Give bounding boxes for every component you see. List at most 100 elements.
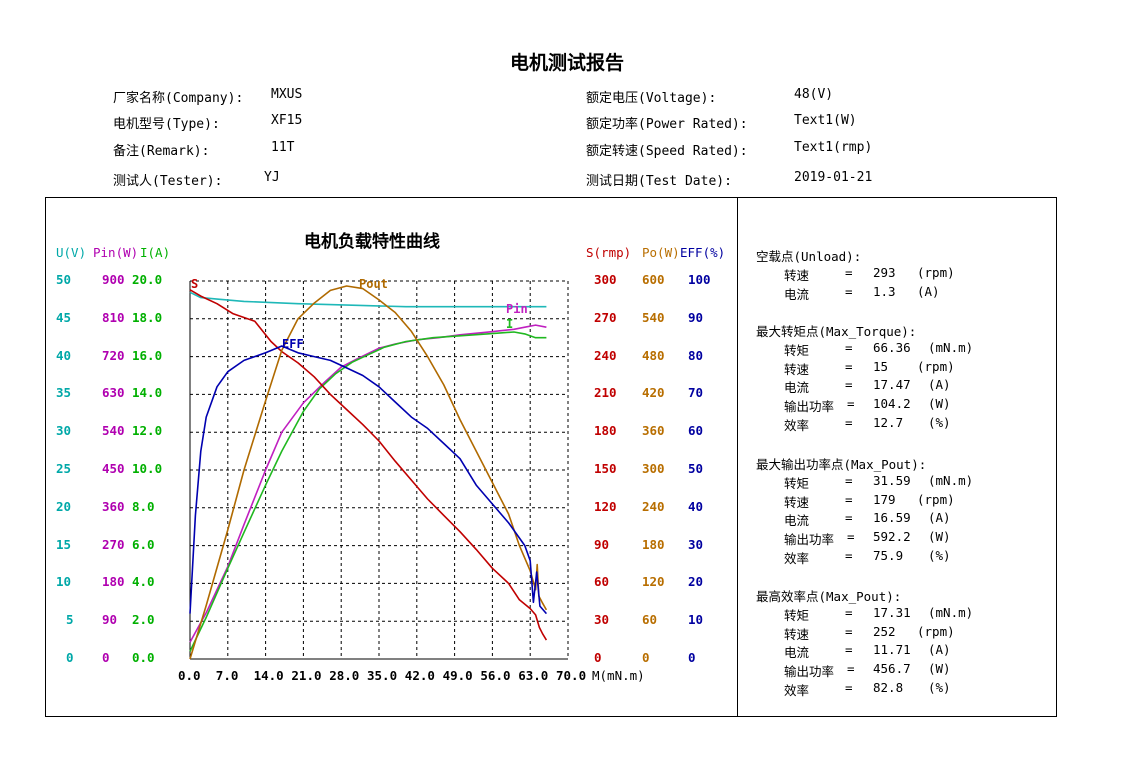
right-axis-2-tick: 10 [688,612,704,628]
summary-max-torque-row-unit: (%) [928,415,951,430]
left-axis-0-tick: 50 [56,272,72,287]
summary-max-eff-row-unit: (W) [928,661,951,677]
right-axis-0-tick: 210 [594,385,617,401]
x-axis-tick: 35.0 [367,668,398,683]
left-axis-0-tick: 35 [56,385,72,401]
left-axis-0-tick: 20 [56,498,72,514]
left-axis-1-tick: 540 [102,423,125,439]
left-axis-2-tick: 14.0 [132,385,163,401]
right-axis-2-tick: 40 [688,498,704,514]
left-axis-1-tick: 0 [102,650,110,665]
summary-max-pout-row-label: 效率 [784,551,810,566]
left-axis-2-tick: 12.0 [132,423,163,439]
summary-title-unload: 空载点(Unload): [756,249,862,264]
right-axis-0-tick: 150 [594,461,617,476]
summary-max-eff-row-equals: = [845,623,853,639]
info-label-tester: 测试人(Tester): [113,174,223,189]
x-axis-tick: 0.0 [178,668,201,683]
summary-max-eff-row-equals: = [845,604,853,620]
right-axis-2-tick: 30 [688,536,704,552]
info-label-test-date: 测试日期(Test Date): [586,174,732,189]
right-axis-2-tick: 70 [688,385,704,401]
left-axis-2-tick: 6.0 [132,536,155,552]
summary-max-torque-row-value: 104.2 [873,396,911,412]
summary-max-torque-row-value: 12.7 [873,415,904,430]
left-axis-0-tick: 25 [56,461,72,476]
right-axis-0-tick: 30 [594,612,610,628]
series-label-i: I [506,317,513,331]
left-axis-1-tick: 90 [102,612,118,628]
series-line-eff [189,345,548,615]
right-axis-2-tick: 100 [688,272,711,287]
summary-unload-row-unit: (A) [917,283,940,299]
left-axis-1-tick: 360 [102,498,125,514]
summary-unload-row-unit: (rpm) [917,264,955,280]
left-axis-1-tick: 270 [102,536,125,552]
left-axis-2-tick: 18.0 [132,309,163,325]
right-axis-2-tick: 20 [688,574,704,590]
series-label-pin: Pin [506,302,528,316]
summary-max-eff-row-unit: (mN.m) [928,604,974,620]
right-axis-0-tick: 180 [594,423,617,439]
info-value-test-date: 2019-01-21 [794,170,873,185]
summary-unload-row-value: 293 [873,264,896,280]
right-axis-0-tick: 0 [594,650,602,665]
chart-title: 电机负载特性曲线 [304,232,440,252]
summary-max-eff-row-value: 456.7 [873,661,911,677]
summary-title-max-torque: 最大转矩点(Max_Torque): [756,324,917,339]
x-axis-tick: 21.0 [291,668,322,683]
left-axis-0-tick: 5 [66,612,74,628]
summary-unload-row-equals: = [845,283,853,299]
summary-max-torque-row-equals: = [847,396,855,412]
right-axis-1-tick: 600 [642,272,665,287]
right-axis-1-tick: 120 [642,574,665,590]
left-axis-2-tick: 0.0 [132,650,155,665]
summary-unload-row-label: 电流 [784,286,810,302]
summary-max-pout-row-equals: = [847,529,855,545]
axis-header-u: U(V) [56,245,87,260]
info-label-power-rated: 额定功率(Power Rated): [586,117,748,132]
right-axis-1-tick: 300 [642,461,665,476]
summary-max-torque-row-equals: = [845,415,853,430]
right-axis-0-tick: 240 [594,347,617,363]
right-axis-1-tick: 0 [642,650,650,665]
summary-max-torque-row-equals: = [845,339,853,355]
right-axis-1-tick: 360 [642,423,665,439]
left-axis-2-tick: 8.0 [132,498,155,514]
info-value-tester: YJ [264,170,280,185]
x-axis-label: M(mN.m) [592,668,645,683]
summary-max-torque-row-value: 17.47 [873,377,911,393]
summary-max-torque-row-equals: = [845,358,853,374]
report-title: 电机测试报告 [510,52,625,74]
x-axis-tick: 49.0 [442,668,473,683]
summary-max-pout-row-value: 16.59 [873,510,911,526]
summary-max-pout-row-label: 输出功率 [784,532,835,548]
summary-max-eff-row-unit: (%) [928,680,951,695]
left-axis-0-tick: 15 [56,536,72,552]
right-axis-0-tick: 90 [594,536,610,552]
series-line-pin [189,324,547,643]
x-axis-tick: 14.0 [253,668,284,683]
series-line-u [189,291,547,308]
left-axis-1-tick: 720 [102,347,125,363]
axis-header-s: S(rmp) [586,245,632,260]
series-line-pout [189,285,548,660]
right-axis-0-tick: 300 [594,272,617,287]
left-axis-2-tick: 2.0 [132,612,155,628]
right-axis-0-tick: 60 [594,574,610,590]
right-axis-1-tick: 180 [642,536,665,552]
summary-unload-row-label: 转速 [784,267,810,283]
info-value-remark: 11T [271,140,295,155]
right-axis-0-tick: 270 [594,309,617,325]
left-axis-0-tick: 45 [56,309,72,325]
summary-max-eff-row-value: 252 [873,623,896,639]
summary-max-eff-row-value: 17.31 [873,604,911,620]
summary-max-eff-row-label: 转速 [784,626,810,642]
series-line-s [189,289,548,641]
summary-max-pout-row-unit: (W) [928,529,951,545]
summary-unload-row-equals: = [845,264,853,280]
summary-max-pout-row-equals: = [845,548,853,563]
info-value-voltage: 48(V) [794,87,834,102]
info-value-power-rated: Text1(W) [794,113,857,128]
